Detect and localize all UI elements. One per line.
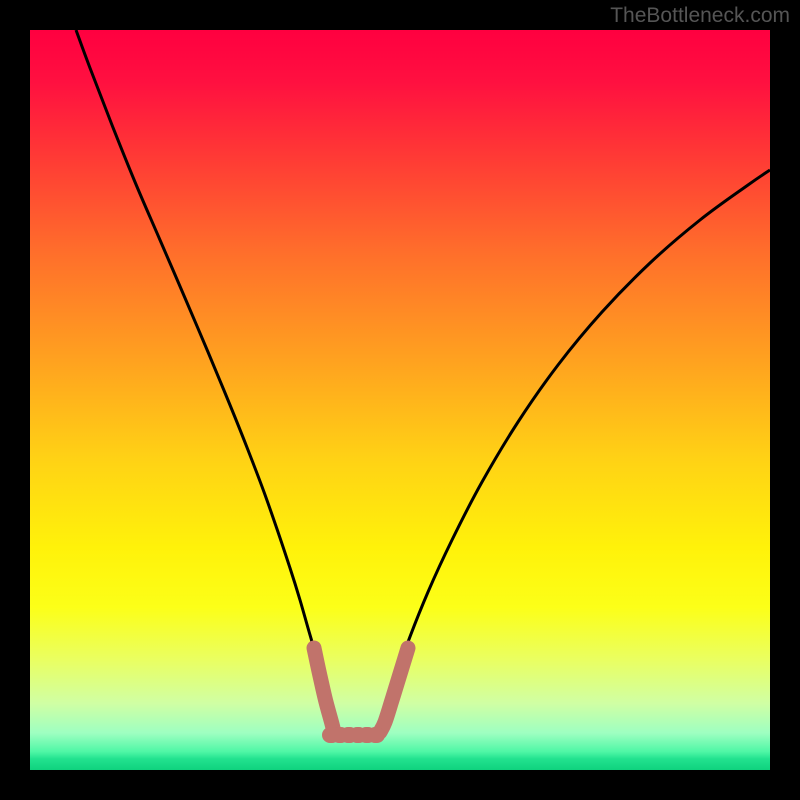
curve-right-arm	[395, 170, 770, 680]
watermark-text: TheBottleneck.com	[610, 4, 790, 28]
curve-left-arm	[76, 30, 322, 680]
chart-frame: { "watermark": { "text": "TheBottleneck.…	[0, 0, 800, 800]
valley-right-thick	[380, 648, 408, 732]
curve-overlay	[30, 30, 770, 770]
valley-left-thick	[314, 648, 334, 732]
plot-area	[30, 30, 770, 770]
